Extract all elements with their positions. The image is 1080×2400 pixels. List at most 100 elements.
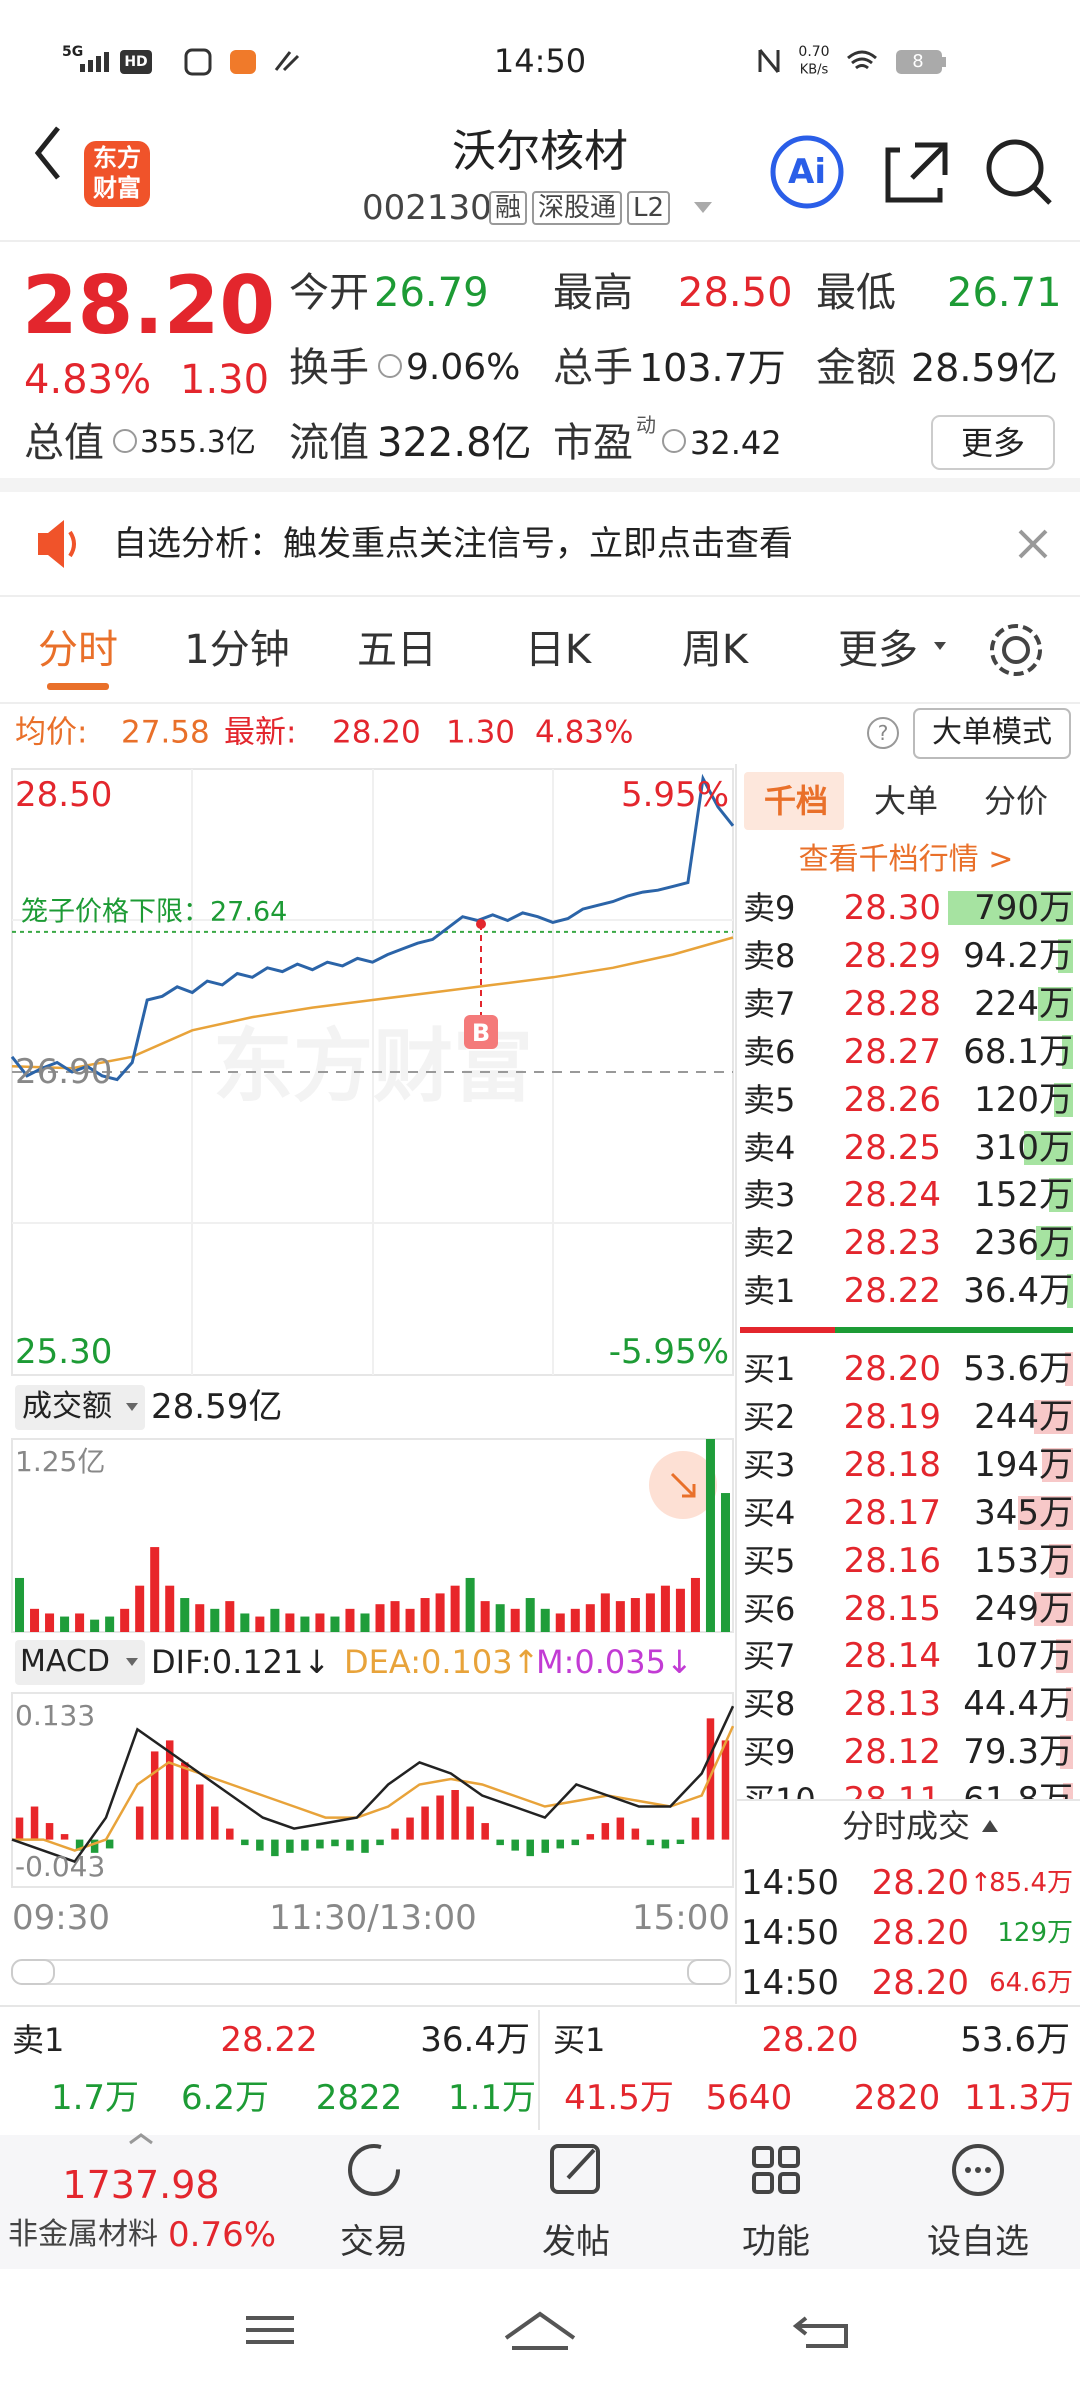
trades-title[interactable]: 分时成交 <box>841 1807 971 1845</box>
book-price: 28.16 <box>843 1540 941 1581</box>
volume-bar <box>435 1593 445 1632</box>
book-volume: 61.8万 <box>963 1783 1073 1799</box>
macd-bar <box>211 1806 219 1840</box>
dropdown-arrow <box>126 1658 138 1666</box>
book-label: 买4 <box>743 1493 796 1532</box>
macd-selector-label[interactable]: MACD <box>20 1644 110 1679</box>
more-button[interactable] <box>931 415 1055 470</box>
book-label: 卖3 <box>743 1176 796 1215</box>
book-link[interactable]: 查看千档行情 > <box>798 842 1014 877</box>
settings-button[interactable] <box>1002 636 1030 664</box>
expand-icon[interactable] <box>129 2133 153 2145</box>
book-volume: 68.1万 <box>963 1031 1073 1072</box>
dea-label: DEA:0.103↑ <box>344 1643 540 1681</box>
dif-line <box>11 1705 735 1864</box>
macd-bar <box>661 1839 670 1849</box>
function-icon[interactable] <box>752 2146 800 2194</box>
summary-stat: 2820 <box>853 2078 941 2118</box>
trade-icon[interactable] <box>348 2144 400 2196</box>
app-icon <box>230 50 256 74</box>
tab[interactable]: 五日 <box>357 627 437 673</box>
battery-level: 8 <box>912 51 924 72</box>
depth-bar <box>1063 1783 1073 1799</box>
volume-bar <box>330 1616 340 1632</box>
volume-bar <box>90 1619 100 1632</box>
volume-bar <box>135 1585 145 1632</box>
mode-button[interactable] <box>913 708 1071 759</box>
tab[interactable]: 分时 <box>38 627 118 673</box>
volume-bar <box>450 1585 460 1632</box>
macd-bar <box>256 1839 264 1851</box>
share-button[interactable] <box>885 142 948 203</box>
more-label[interactable]: 更多 <box>960 424 1026 462</box>
volume-selector[interactable] <box>15 1385 145 1430</box>
banner-text[interactable]: 自选分析：触发重点关注信号，立即点击查看 <box>113 524 793 564</box>
volume-bar <box>690 1577 700 1632</box>
field-value: 26.71 <box>947 270 1062 316</box>
volume-bar <box>60 1616 70 1632</box>
search-handle <box>1032 185 1052 205</box>
trade-price: 28.20 <box>871 1913 969 1953</box>
volume-frame <box>11 1438 734 1633</box>
book-price: 28.26 <box>843 1079 941 1120</box>
book-tab-active[interactable] <box>744 772 844 830</box>
trade-volume: 64.6万 <box>989 1968 1073 1998</box>
field-label: 最高 <box>553 270 633 316</box>
book-label: 卖7 <box>743 984 796 1023</box>
watchlist-icon[interactable] <box>952 2144 1004 2196</box>
tab[interactable]: 更多 <box>838 627 918 673</box>
back-button[interactable] <box>34 126 60 180</box>
tab[interactable]: 日K <box>524 627 592 673</box>
nav-item[interactable]: 功能 <box>742 2222 810 2262</box>
tab[interactable]: 周K <box>681 627 749 673</box>
volume-selector-label[interactable]: 成交额 <box>22 1389 112 1424</box>
scroll-handle[interactable] <box>11 1959 55 1985</box>
post-icon[interactable] <box>550 2144 600 2194</box>
book-tab[interactable]: 千档 <box>763 782 829 820</box>
pct-label: -5.95% <box>608 1332 729 1372</box>
ratio-sell <box>835 1327 1073 1333</box>
book-label: 卖4 <box>743 1128 796 1167</box>
mode-label[interactable]: 大单模式 <box>932 715 1052 750</box>
book-price: 28.11 <box>844 1783 941 1799</box>
help-label[interactable]: ? <box>877 721 889 745</box>
macd-selector[interactable] <box>15 1640 145 1685</box>
index-value[interactable]: 1737.98 <box>62 2163 220 2207</box>
stock-code: 002130 <box>362 188 492 228</box>
macd-bar <box>406 1817 414 1840</box>
scrollbar[interactable] <box>11 1959 731 1985</box>
ai-button[interactable] <box>770 135 844 209</box>
nav-item[interactable]: 发帖 <box>542 2222 610 2262</box>
volume-bar <box>195 1604 205 1632</box>
scroll-handle[interactable] <box>687 1959 731 1985</box>
macd-bar <box>196 1784 204 1840</box>
nav-item[interactable]: 设自选 <box>927 2222 1029 2262</box>
price-line <box>10 773 735 1082</box>
tag: L2 <box>627 191 671 225</box>
nav-item[interactable]: 交易 <box>340 2222 408 2262</box>
book-label: 卖6 <box>743 1032 796 1071</box>
ai-label[interactable]: Ai <box>788 152 826 192</box>
tab[interactable]: 1分钟 <box>184 627 290 673</box>
book-volume: 152万 <box>974 1175 1073 1216</box>
volume-bar <box>600 1593 610 1632</box>
volume-bar <box>570 1608 580 1632</box>
system-nav[interactable] <box>246 2311 848 2350</box>
book-price: 28.28 <box>843 983 941 1024</box>
last-price: 28.20 <box>22 259 276 352</box>
book-tab[interactable]: 分价 <box>983 782 1049 820</box>
summary-volume: 53.6万 <box>960 2020 1070 2060</box>
ratio-buy <box>740 1327 835 1333</box>
latest-change: 1.30 <box>446 714 516 751</box>
y-tick-label: 26.90 <box>15 1052 113 1092</box>
macd-bar <box>421 1806 429 1840</box>
volume-bar <box>675 1588 685 1632</box>
search-button[interactable] <box>986 139 1044 197</box>
help-icon[interactable] <box>867 717 899 749</box>
field-label: 市盈 <box>553 420 633 466</box>
book-tab[interactable]: 大单 <box>873 782 939 820</box>
dropdown-arrow[interactable] <box>694 202 712 213</box>
close-button[interactable] <box>1018 529 1048 559</box>
book-label: 买8 <box>743 1685 796 1724</box>
